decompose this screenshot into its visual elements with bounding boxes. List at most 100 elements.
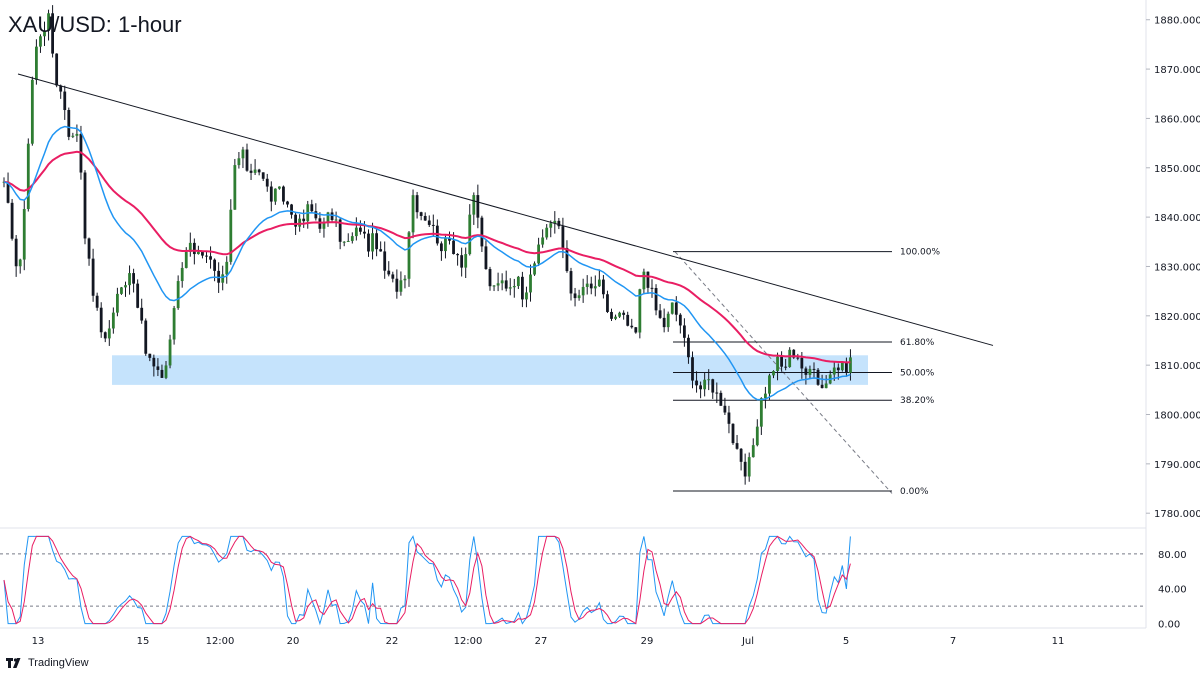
price-tick-label: 1780.000 bbox=[1154, 509, 1200, 520]
fib-level-label: 50.00% bbox=[900, 369, 935, 379]
moving-averages-layer bbox=[3, 125, 851, 401]
candle-body bbox=[197, 251, 200, 255]
time-tick-label: 12:00 bbox=[206, 636, 235, 647]
candle-body bbox=[788, 349, 792, 367]
candle-body bbox=[43, 30, 46, 37]
trendline-layer bbox=[17, 73, 994, 346]
candle-body bbox=[557, 220, 561, 227]
candle-body bbox=[500, 280, 504, 284]
candle-body bbox=[678, 314, 682, 326]
candle-body bbox=[128, 273, 131, 286]
candle-body bbox=[180, 267, 184, 282]
candle-body bbox=[808, 368, 812, 375]
candle-body bbox=[107, 328, 111, 339]
price-tick-label: 1810.000 bbox=[1154, 361, 1200, 372]
candle-body bbox=[18, 259, 22, 267]
candle-body bbox=[188, 242, 192, 252]
time-tick-label: 15 bbox=[137, 636, 150, 647]
support-zone-layer bbox=[112, 355, 868, 385]
price-tick-label: 1830.000 bbox=[1154, 262, 1200, 273]
candle-body bbox=[626, 314, 630, 326]
fib-level-label: 38.20% bbox=[900, 396, 935, 406]
candle-body bbox=[577, 295, 581, 299]
candle-body bbox=[39, 36, 42, 47]
fib-level-label: 0.00% bbox=[900, 487, 929, 497]
candle-body bbox=[87, 238, 91, 259]
candle-body bbox=[164, 365, 168, 378]
candle-body bbox=[484, 246, 488, 270]
candle-body bbox=[573, 293, 577, 299]
candle-body bbox=[221, 274, 225, 283]
candle-body bbox=[492, 285, 496, 287]
candle-body bbox=[666, 313, 670, 328]
candle-body bbox=[95, 295, 99, 308]
candle-body bbox=[662, 317, 666, 328]
candle-body bbox=[731, 423, 735, 444]
candle-body bbox=[496, 283, 500, 286]
stochastic-k-line bbox=[3, 535, 851, 626]
candle-body bbox=[448, 237, 451, 241]
candle-body bbox=[508, 287, 512, 289]
candle-body bbox=[363, 231, 366, 234]
price-tick-label: 1790.000 bbox=[1154, 460, 1200, 471]
stochastic-d-line bbox=[3, 535, 851, 625]
time-tick-label: 13 bbox=[32, 636, 45, 647]
candle-body bbox=[541, 237, 545, 245]
candle-body bbox=[743, 461, 747, 477]
time-tick-label: 7 bbox=[950, 636, 956, 647]
candle-body bbox=[553, 220, 557, 224]
candle-body bbox=[768, 375, 771, 394]
candle-body bbox=[201, 251, 204, 256]
candle-body bbox=[488, 269, 492, 287]
candle-body bbox=[674, 302, 678, 315]
candle-body bbox=[103, 332, 107, 339]
candle-body bbox=[156, 366, 160, 370]
candle-body bbox=[205, 255, 208, 257]
candle-body bbox=[75, 133, 79, 136]
candle-body bbox=[452, 240, 455, 255]
candle-body bbox=[14, 238, 18, 267]
candle-body bbox=[695, 380, 698, 386]
candle-body bbox=[111, 312, 115, 329]
candle-body bbox=[419, 212, 423, 216]
candle-body bbox=[654, 288, 658, 311]
candle-body bbox=[504, 280, 508, 289]
candle-body bbox=[415, 195, 419, 213]
chart-title: XAU/USD: 1-hour bbox=[8, 12, 182, 37]
candle-body bbox=[431, 224, 435, 226]
candle-body bbox=[618, 312, 621, 317]
candle-body bbox=[278, 186, 281, 189]
candle-body bbox=[691, 357, 694, 381]
candle-body bbox=[476, 195, 480, 218]
candle-body bbox=[836, 367, 840, 371]
candle-body bbox=[132, 273, 135, 284]
candle-body bbox=[719, 392, 723, 406]
candle-body bbox=[286, 201, 289, 205]
candle-body bbox=[367, 233, 370, 252]
candle-body bbox=[140, 307, 144, 321]
price-tick-label: 1860.000 bbox=[1154, 114, 1200, 125]
candle-body bbox=[646, 271, 650, 288]
candle-body bbox=[241, 149, 245, 159]
candle-body bbox=[699, 385, 702, 390]
candle-body bbox=[399, 280, 403, 292]
candle-body bbox=[59, 85, 63, 92]
candle-body bbox=[354, 227, 358, 237]
candle-body bbox=[642, 271, 646, 290]
candle-body bbox=[739, 448, 743, 462]
candle-body bbox=[670, 302, 674, 314]
candle-body bbox=[290, 204, 293, 215]
candle-body bbox=[83, 172, 87, 239]
candle-body bbox=[630, 325, 634, 328]
candle-body bbox=[176, 281, 180, 309]
candles-layer bbox=[2, 5, 852, 485]
candle-body bbox=[172, 308, 176, 340]
candle-body bbox=[585, 283, 589, 287]
candle-body bbox=[326, 212, 330, 223]
candle-body bbox=[751, 445, 755, 458]
candle-body bbox=[521, 276, 524, 300]
candle-body bbox=[764, 393, 767, 399]
candle-body bbox=[67, 110, 71, 137]
candle-body bbox=[47, 13, 50, 31]
